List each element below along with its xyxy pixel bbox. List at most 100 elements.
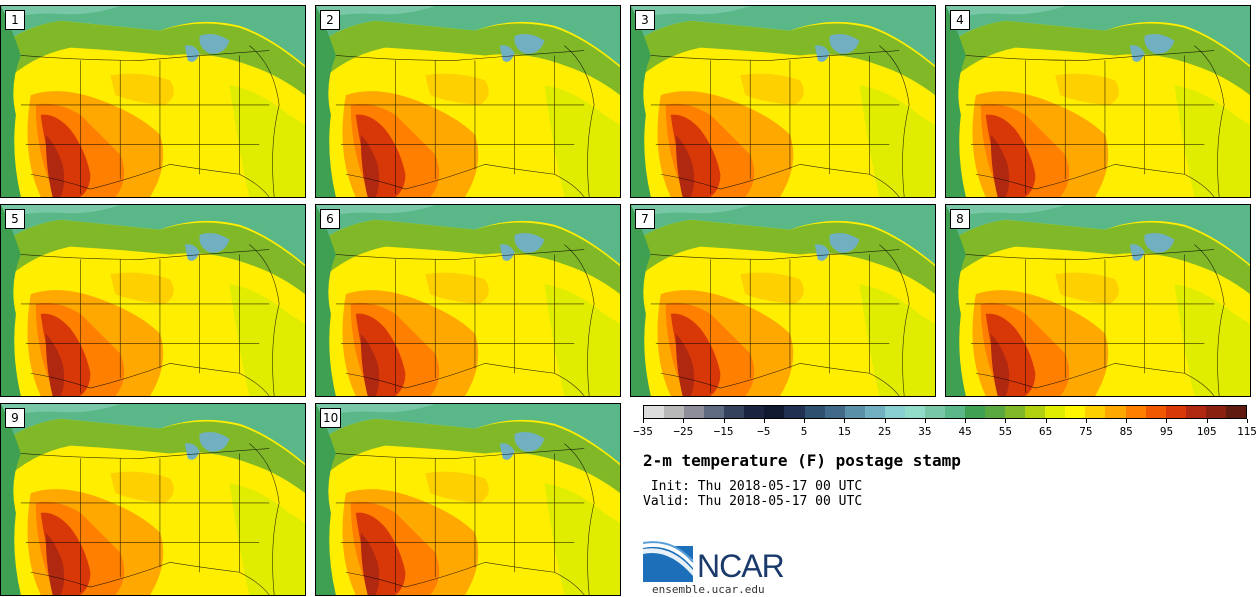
- temperature-map: [631, 205, 935, 396]
- colorbar-tick: [723, 419, 725, 423]
- colorbar-tick-label: 65: [1039, 425, 1053, 438]
- colorbar-swatch: [1025, 406, 1046, 418]
- temperature-map: [316, 404, 620, 595]
- member-label: 3: [635, 10, 655, 30]
- colorbar-tick-label: −5: [757, 425, 771, 438]
- colorbar-swatch: [684, 406, 705, 418]
- colorbar-swatch: [1125, 406, 1146, 418]
- colorbar-swatch: [664, 406, 685, 418]
- colorbar-swatch: [1065, 406, 1086, 418]
- panel-3: 3: [630, 5, 936, 198]
- website-url[interactable]: ensemble.ucar.edu: [652, 583, 765, 596]
- colorbar-tick: [1166, 419, 1168, 423]
- colorbar-tick: [763, 419, 765, 423]
- temperature-map: [631, 6, 935, 197]
- temperature-map: [1, 6, 305, 197]
- colorbar-tick-label: 5: [800, 425, 808, 438]
- panel-8: 8: [945, 204, 1251, 397]
- colorbar-tick: [1045, 419, 1047, 423]
- ncar-logo-icon: [643, 541, 694, 582]
- colorbar-swatch: [1145, 406, 1166, 418]
- panel-2: 2: [315, 5, 621, 198]
- colorbar-tick-label: −15: [713, 425, 734, 438]
- colorbar-swatch: [784, 406, 805, 418]
- colorbar-swatch: [804, 406, 825, 418]
- colorbar-tick-label: 95: [1159, 425, 1174, 438]
- colorbar-tick: [844, 419, 846, 423]
- colorbar-tick-label: 85: [1119, 425, 1133, 438]
- colorbar-swatch: [884, 406, 905, 418]
- panel-6: 6: [315, 204, 621, 397]
- colorbar-swatch: [644, 406, 665, 418]
- panel-4: 4: [945, 5, 1251, 198]
- colorbar-swatch: [1165, 406, 1186, 418]
- colorbar-swatch: [744, 406, 765, 418]
- temperature-map: [1, 404, 305, 595]
- ncar-logo-text: NCAR: [697, 548, 785, 584]
- temperature-map: [946, 6, 1250, 197]
- member-label: 7: [635, 209, 655, 229]
- valid-time: Valid: Thu 2018-05-17 00 UTC: [643, 494, 863, 509]
- colorbar-swatch: [724, 406, 745, 418]
- colorbar-tick-label: 115: [1237, 425, 1257, 438]
- colorbar-tick-label: 75: [1079, 425, 1093, 438]
- colorbar-swatch: [904, 406, 925, 418]
- colorbar-swatch: [864, 406, 885, 418]
- colorbar-swatch: [1045, 406, 1066, 418]
- colorbar-tick-label: 25: [877, 425, 892, 438]
- member-label: 10: [320, 408, 342, 428]
- colorbar-tick: [1126, 419, 1128, 423]
- colorbar-tick-label: 15: [837, 425, 851, 438]
- member-label: 5: [5, 209, 25, 229]
- init-time: Init: Thu 2018-05-17 00 UTC: [643, 479, 863, 494]
- temperature-map: [316, 6, 620, 197]
- panel-9: 9: [0, 403, 306, 596]
- colorbar-tick: [643, 419, 644, 423]
- colorbar-swatch: [1185, 406, 1206, 418]
- panel-10: 10: [315, 403, 621, 596]
- colorbar-tick-label: 55: [998, 425, 1013, 438]
- panel-5: 5: [0, 204, 306, 397]
- colorbar-tick-label: 105: [1196, 425, 1217, 438]
- member-label: 8: [950, 209, 970, 229]
- colorbar-swatch: [1085, 406, 1106, 418]
- member-label: 9: [5, 408, 25, 428]
- chart-title: 2-m temperature (F) postage stamp: [643, 451, 961, 470]
- colorbar-swatch: [764, 406, 785, 418]
- colorbar-tick: [924, 419, 926, 423]
- colorbar-swatch: [704, 406, 725, 418]
- colorbar-tick: [1085, 419, 1087, 423]
- colorbar-swatch: [1205, 406, 1226, 418]
- colorbar-swatch: [1225, 406, 1246, 418]
- temperature-map: [1, 205, 305, 396]
- temperature-map: [946, 205, 1250, 396]
- colorbar-swatch: [824, 406, 845, 418]
- colorbar-swatch: [844, 406, 865, 418]
- colorbar-tick-label: −35: [633, 425, 653, 438]
- colorbar-tick: [1005, 419, 1007, 423]
- colorbar-swatch: [924, 406, 945, 418]
- colorbar-tick: [683, 419, 685, 423]
- panel-7: 7: [630, 204, 936, 397]
- colorbar-tick-label: −25: [673, 425, 694, 438]
- member-label: 6: [320, 209, 340, 229]
- colorbar-tick: [884, 419, 886, 423]
- colorbar-tick: [804, 419, 806, 423]
- temperature-map: [316, 205, 620, 396]
- colorbar-tick: [1247, 419, 1248, 423]
- colorbar-swatch: [1105, 406, 1126, 418]
- panel-1: 1: [0, 5, 306, 198]
- colorbar-tick: [1206, 419, 1208, 423]
- colorbar-tick: [965, 419, 967, 423]
- member-label: 4: [950, 10, 970, 30]
- colorbar-ticks: −35 −25 −15 −5 5 15 25 35 45 55 65 75 85 95 105 115: [633, 419, 1257, 441]
- member-label: 1: [5, 10, 25, 30]
- colorbar-swatch: [1005, 406, 1026, 418]
- colorbar-tick-label: 45: [958, 425, 972, 438]
- colorbar-swatch: [944, 406, 965, 418]
- colorbar-swatch: [985, 406, 1006, 418]
- colorbar-tick-label: 35: [918, 425, 932, 438]
- colorbar: [643, 405, 1247, 419]
- member-label: 2: [320, 10, 340, 30]
- colorbar-swatch: [965, 406, 986, 418]
